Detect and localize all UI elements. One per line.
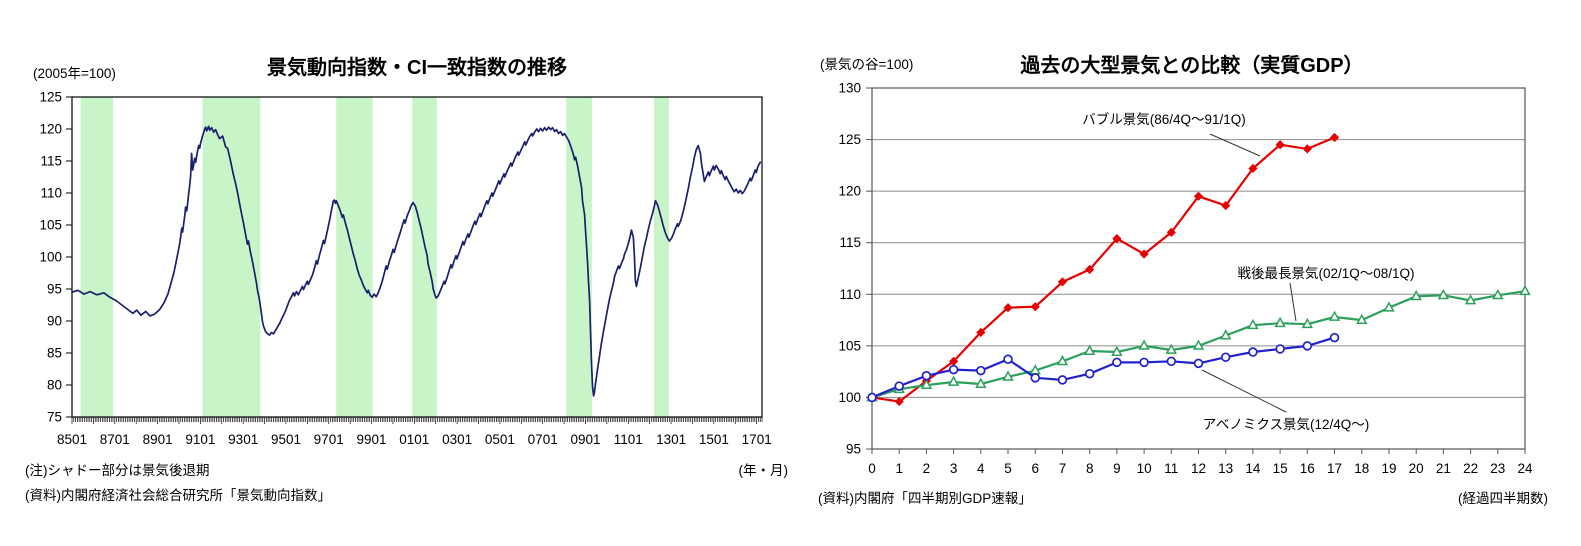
svg-text:80: 80 bbox=[47, 378, 62, 393]
svg-text:85: 85 bbox=[47, 346, 62, 361]
svg-text:1: 1 bbox=[895, 461, 903, 476]
svg-text:115: 115 bbox=[839, 235, 861, 250]
svg-text:11: 11 bbox=[1164, 461, 1178, 476]
svg-text:90: 90 bbox=[47, 314, 62, 329]
svg-text:120: 120 bbox=[838, 184, 861, 199]
svg-text:110: 110 bbox=[40, 186, 62, 201]
svg-text:0701: 0701 bbox=[528, 432, 558, 447]
svg-text:9701: 9701 bbox=[314, 432, 344, 447]
svg-text:9: 9 bbox=[1113, 461, 1121, 476]
svg-text:9501: 9501 bbox=[271, 432, 301, 447]
svg-text:2: 2 bbox=[923, 461, 931, 476]
svg-text:100: 100 bbox=[838, 390, 861, 405]
svg-text:18: 18 bbox=[1354, 461, 1369, 476]
right-x-axis-unit-label: (経過四半期数) bbox=[1458, 491, 1548, 506]
right-chart-title: 過去の大型景気との比較（実質GDP） bbox=[1020, 55, 1364, 77]
svg-text:75: 75 bbox=[47, 410, 62, 425]
svg-text:10: 10 bbox=[1137, 461, 1152, 476]
svg-text:23: 23 bbox=[1490, 461, 1505, 476]
svg-text:7: 7 bbox=[1059, 461, 1067, 476]
svg-text:105: 105 bbox=[838, 338, 861, 353]
left-chart-note: (注)シャドー部分は景気後退期 bbox=[25, 463, 210, 478]
svg-text:17: 17 bbox=[1327, 461, 1342, 476]
svg-text:0901: 0901 bbox=[570, 432, 600, 447]
svg-text:0501: 0501 bbox=[485, 432, 515, 447]
svg-text:125: 125 bbox=[39, 90, 62, 105]
svg-text:20: 20 bbox=[1409, 461, 1424, 476]
left-chart-title: 景気動向指数・CI一致指数の推移 bbox=[267, 57, 567, 79]
svg-text:1501: 1501 bbox=[699, 432, 729, 447]
svg-text:95: 95 bbox=[846, 442, 861, 457]
left-x-axis-unit-label: (年・月) bbox=[738, 463, 789, 478]
svg-text:1101: 1101 bbox=[614, 432, 643, 447]
svg-text:21: 21 bbox=[1436, 461, 1451, 476]
svg-text:105: 105 bbox=[39, 218, 62, 233]
annotation-postwar-longest-boom: 戦後最長景気(02/1Q～08/1Q) bbox=[1237, 266, 1415, 281]
svg-text:15: 15 bbox=[1273, 461, 1288, 476]
svg-text:9101: 9101 bbox=[185, 432, 215, 447]
svg-text:110: 110 bbox=[839, 287, 861, 302]
left-y-axis-unit-label: (2005年=100) bbox=[33, 66, 116, 81]
svg-text:8501: 8501 bbox=[57, 432, 87, 447]
svg-text:0101: 0101 bbox=[399, 432, 429, 447]
svg-text:14: 14 bbox=[1245, 461, 1261, 476]
svg-text:1701: 1701 bbox=[742, 432, 772, 447]
svg-text:8: 8 bbox=[1086, 461, 1094, 476]
svg-text:5: 5 bbox=[1004, 461, 1012, 476]
svg-text:16: 16 bbox=[1300, 461, 1315, 476]
svg-text:8901: 8901 bbox=[143, 432, 173, 447]
svg-text:0: 0 bbox=[868, 461, 876, 476]
svg-text:130: 130 bbox=[838, 81, 861, 96]
svg-text:9901: 9901 bbox=[356, 432, 386, 447]
svg-text:120: 120 bbox=[39, 122, 62, 137]
svg-text:4: 4 bbox=[977, 461, 985, 476]
svg-text:24: 24 bbox=[1517, 461, 1533, 476]
right-chart-source: (資料)内閣府「四半期別GDP速報」 bbox=[818, 491, 1032, 506]
svg-text:9301: 9301 bbox=[228, 432, 258, 447]
svg-text:6: 6 bbox=[1032, 461, 1040, 476]
svg-text:12: 12 bbox=[1191, 461, 1206, 476]
svg-text:22: 22 bbox=[1463, 461, 1478, 476]
svg-text:0301: 0301 bbox=[442, 432, 472, 447]
svg-text:95: 95 bbox=[47, 282, 62, 297]
left-chart-source: (資料)内閣府経済社会総合研究所「景気動向指数」 bbox=[25, 488, 331, 503]
svg-text:115: 115 bbox=[40, 154, 62, 169]
annotation-bubble-boom: バブル景気(86/4Q～91/1Q) bbox=[1082, 112, 1246, 127]
svg-text:100: 100 bbox=[39, 250, 62, 265]
annotation-abenomics-boom: アベノミクス景気(12/4Q～) bbox=[1202, 417, 1370, 432]
svg-text:19: 19 bbox=[1381, 461, 1396, 476]
svg-text:1301: 1301 bbox=[656, 432, 686, 447]
svg-text:13: 13 bbox=[1218, 461, 1233, 476]
svg-text:8701: 8701 bbox=[100, 432, 130, 447]
right-y-axis-unit-label: (景気の谷=100) bbox=[820, 57, 914, 72]
svg-text:3: 3 bbox=[950, 461, 958, 476]
svg-text:125: 125 bbox=[838, 132, 861, 147]
